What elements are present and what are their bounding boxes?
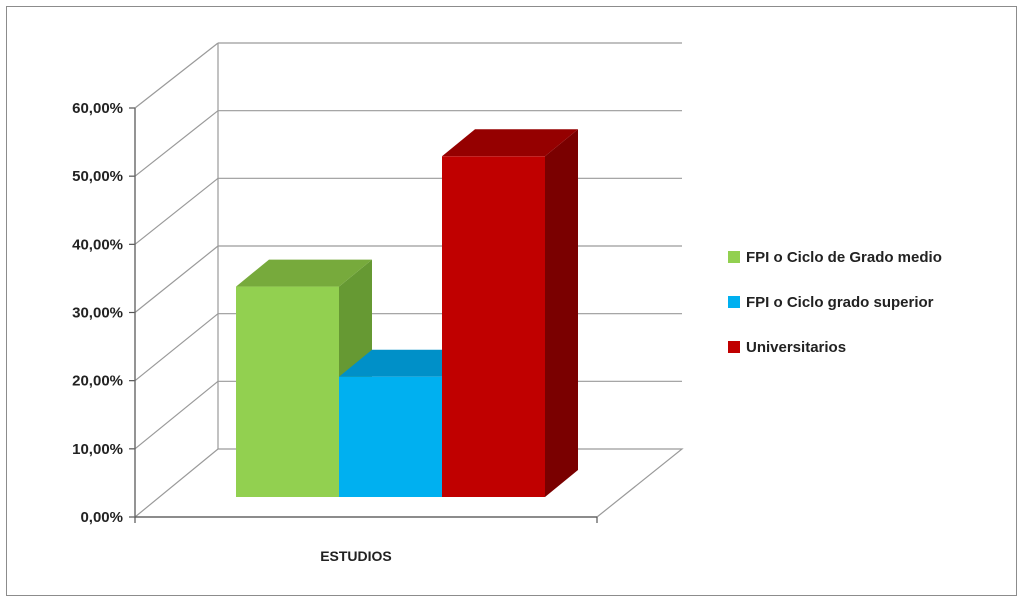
y-tick-label: 10,00% bbox=[72, 441, 123, 458]
x-category-labels: ESTUDIOS bbox=[320, 548, 392, 564]
gridlines bbox=[134, 42, 684, 518]
bar-side bbox=[545, 129, 578, 498]
legend-label: Universitarios bbox=[746, 339, 846, 356]
y-tick-label: 60,00% bbox=[72, 100, 123, 117]
bar-front bbox=[442, 156, 545, 498]
x-category-label: ESTUDIOS bbox=[320, 548, 392, 564]
bar-3 bbox=[442, 129, 578, 498]
legend-swatch bbox=[728, 296, 740, 308]
gridline-left bbox=[134, 380, 219, 450]
bar-top bbox=[442, 129, 578, 157]
gridline-left bbox=[134, 177, 219, 245]
axes bbox=[129, 107, 598, 523]
gridline-left bbox=[134, 245, 219, 313]
bars bbox=[236, 129, 578, 498]
legend-swatch bbox=[728, 251, 740, 263]
legend-swatch bbox=[728, 341, 740, 353]
y-tick-label: 50,00% bbox=[72, 168, 123, 185]
y-tick-label: 40,00% bbox=[72, 236, 123, 253]
y-tick-label: 30,00% bbox=[72, 305, 123, 322]
gridline-left bbox=[134, 313, 219, 382]
bar-front bbox=[236, 286, 339, 497]
gridline-left bbox=[134, 110, 219, 177]
y-tick-label: 0,00% bbox=[80, 509, 123, 526]
bar-top bbox=[339, 349, 475, 377]
legend-label: FPI o Ciclo de Grado medio bbox=[746, 249, 942, 266]
legend: FPI o Ciclo de Grado medio FPI o Ciclo gr… bbox=[728, 249, 942, 356]
legend-label: FPI o Ciclo grado superior bbox=[746, 294, 934, 311]
y-tick-labels: 0,00% 10,00% 20,00% 30,00% 40,00% 50,00% 60,00… bbox=[72, 100, 123, 526]
bar-front bbox=[339, 376, 442, 497]
gridline-left bbox=[134, 42, 219, 109]
bar-top bbox=[236, 259, 372, 287]
y-tick-label: 20,00% bbox=[72, 373, 123, 390]
